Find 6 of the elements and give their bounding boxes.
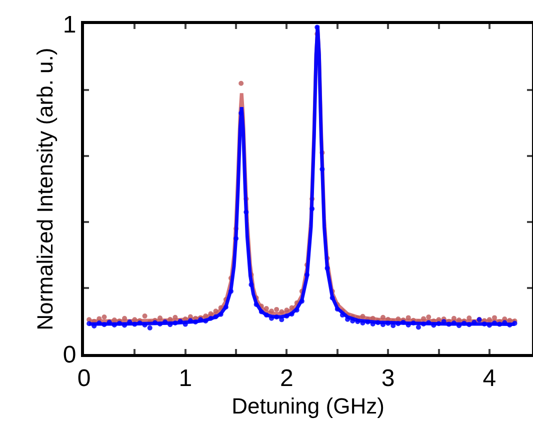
y-axis-title: Normalized Intensity (arb. u.): [32, 48, 58, 330]
x-tick-label: 1: [178, 364, 192, 392]
x-tick-label: 4: [482, 364, 496, 392]
x-tick-label: 2: [280, 364, 294, 392]
x-axis-title: Detuning (GHz): [232, 394, 384, 419]
x-tick-label: 3: [381, 364, 395, 392]
